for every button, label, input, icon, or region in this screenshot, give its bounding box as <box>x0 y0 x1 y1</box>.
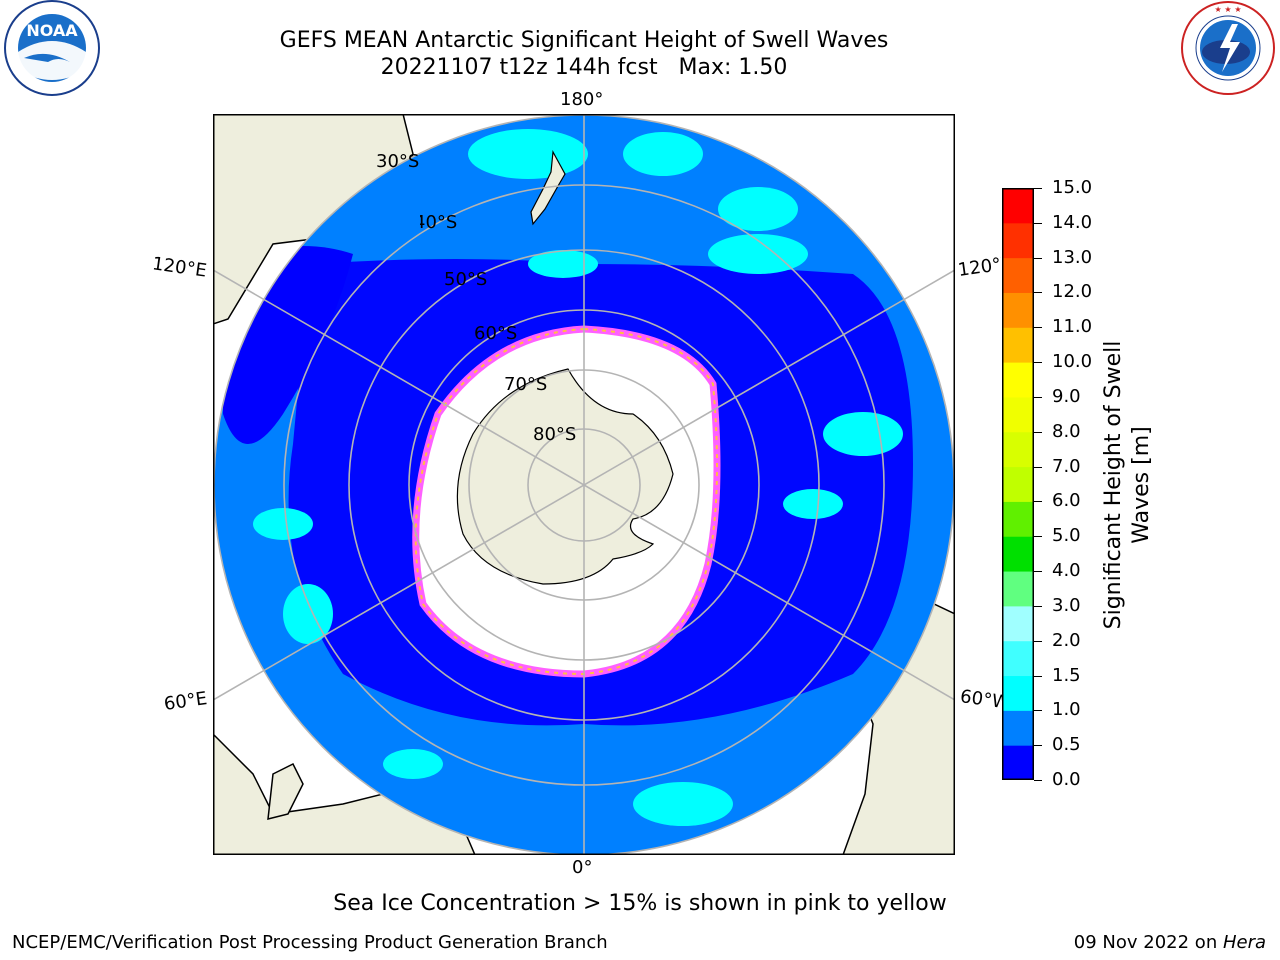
colorbar-tick-label: 0.5 <box>1052 734 1081 756</box>
colorbar-tick-label: 14.0 <box>1052 211 1093 233</box>
lat-label-50s: 50°S <box>444 269 488 290</box>
colorbar-bin <box>1002 710 1034 746</box>
lon-label-120e: 120°E <box>150 253 208 282</box>
colorbar-tick-label: 3.0 <box>1052 594 1081 616</box>
colorbar-tick-label: 8.0 <box>1052 420 1081 442</box>
colorbar-bin <box>1002 675 1034 711</box>
colorbar-bin <box>1002 605 1034 642</box>
colorbar-tick-label: 7.0 <box>1052 455 1081 477</box>
colorbar-bin <box>1002 501 1034 537</box>
colorbar-tick-mark <box>1034 780 1042 781</box>
colorbar-tick-label: 12.0 <box>1052 281 1093 303</box>
colorbar-tick-mark <box>1034 710 1042 712</box>
colorbar-bin <box>1002 188 1034 224</box>
graticule <box>213 114 955 855</box>
lon-label-180: 180° <box>560 89 604 110</box>
colorbar-tick-label: 0.0 <box>1052 769 1081 790</box>
colorbar-tick-label: 11.0 <box>1052 316 1093 338</box>
chart-subtitle: 20221107 t12z 144h fcst Max: 1.50 <box>380 55 788 80</box>
colorbar-tick-mark <box>1034 640 1042 642</box>
swell-patch <box>468 129 588 179</box>
colorbar-tick-mark <box>1034 466 1042 468</box>
colorbar-bin <box>1002 222 1034 259</box>
colorbar-bin <box>1002 536 1034 572</box>
colorbar-tick-mark <box>1034 536 1042 538</box>
colorbar-bin <box>1002 745 1034 780</box>
colorbar-tick-label: 4.0 <box>1052 560 1081 582</box>
colorbar-tick-label: 1.0 <box>1052 699 1081 721</box>
colorbar-bin <box>1002 362 1034 398</box>
svg-text:★ ★ ★: ★ ★ ★ <box>1214 5 1241 14</box>
colorbar-tick-mark <box>1034 396 1042 398</box>
noaa-logo: NOAA <box>0 0 104 100</box>
colorbar-tick-mark <box>1034 675 1042 677</box>
land-antarctica <box>456 368 674 585</box>
lon-label-0: 0° <box>572 857 593 878</box>
colorbar-tick-mark <box>1034 292 1042 294</box>
footer-host: Hera <box>1222 932 1266 953</box>
colorbar-bin <box>1002 431 1034 468</box>
colorbar-tick-label: 6.0 <box>1052 490 1081 512</box>
colorbar-label: Significant Height of Swell Waves [m] <box>1101 340 1154 630</box>
lat-label-70s: 70°S <box>504 374 548 395</box>
lat-label-40s: 40°S <box>414 212 458 233</box>
noaa-logo-text: NOAA <box>26 21 78 40</box>
colorbar-tick-label: 15.0 <box>1052 177 1093 198</box>
polar-map <box>213 114 955 855</box>
colorbar-bin <box>1002 396 1034 433</box>
colorbar-tick-mark <box>1034 571 1042 573</box>
footer-date: 09 Nov 2022 on Hera <box>1073 932 1266 953</box>
sea-ice-note: Sea Ice Concentration > 15% is shown in … <box>333 891 947 916</box>
colorbar-tick-label: 13.0 <box>1052 246 1093 268</box>
colorbar-tick-mark <box>1034 362 1042 364</box>
colorbar-tick-mark <box>1034 501 1042 503</box>
lat-label-80s: 80°S <box>533 424 577 445</box>
lat-label-30s: 30°S <box>376 151 420 172</box>
lon-label-60e: 60°E <box>162 688 209 715</box>
lon-label-120w: 120°W <box>956 255 1004 281</box>
colorbar-tick-label: 5.0 <box>1052 525 1081 547</box>
lat-label-60s: 60°S <box>474 323 518 344</box>
chart-title: GEFS MEAN Antarctic Significant Height o… <box>279 28 889 53</box>
colorbar-bin <box>1002 640 1034 677</box>
colorbar-bin <box>1002 466 1034 502</box>
colorbar-tick-label: 10.0 <box>1052 351 1093 373</box>
lon-label-60w: 60°W <box>958 687 1006 713</box>
colorbar-tick-mark <box>1034 257 1042 259</box>
colorbar-tick-mark <box>1034 327 1042 329</box>
colorbar-bin <box>1002 257 1034 293</box>
colorbar-tick-label: 1.5 <box>1052 664 1081 686</box>
land-madagascar <box>267 762 304 820</box>
colorbar-bin <box>1002 292 1034 328</box>
colorbar-bin <box>1002 327 1034 363</box>
colorbar-bin <box>1002 571 1034 607</box>
colorbar-tick-mark <box>1034 431 1042 433</box>
colorbar-tick-label: 2.0 <box>1052 629 1081 651</box>
colorbar-tick-label: 9.0 <box>1052 385 1081 407</box>
colorbar-tick-mark <box>1034 605 1042 607</box>
colorbar-tick-mark <box>1034 188 1042 189</box>
land-new-zealand <box>530 150 566 226</box>
nws-logo: ★ ★ ★ <box>1176 0 1280 100</box>
colorbar-tick-mark <box>1034 222 1042 224</box>
colorbar <box>1002 188 1034 780</box>
footer-credit: NCEP/EMC/Verification Post Processing Pr… <box>12 932 608 953</box>
colorbar-tick-mark <box>1034 745 1042 747</box>
